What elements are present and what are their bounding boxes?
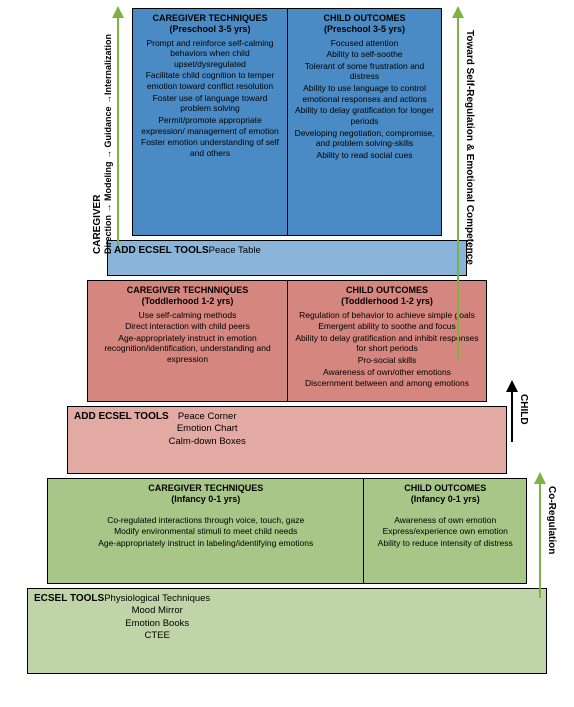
- t3-left-items: Use self-calming methodsDirect interacti…: [94, 310, 281, 365]
- toddler-caregiver: CAREGIVER TECHNNIQUES (Toddlerhood 1-2 y…: [88, 281, 287, 401]
- item: CTEE: [104, 630, 210, 642]
- right-coreg-label: Co-Regulation: [546, 486, 557, 554]
- item: Direct interaction with child peers: [94, 321, 281, 332]
- t1-right-sub: (Preschool 3-5 yrs): [294, 24, 435, 35]
- item: Modify environmental stimuli to meet chi…: [54, 526, 357, 537]
- infancy-child: CHILD OUTCOMES (Infancy 0-1 yrs) Awarene…: [363, 479, 526, 583]
- item: Ability to read social cues: [294, 150, 435, 161]
- t3-right-sub: (Toddlerhood 1-2 yrs): [294, 296, 480, 307]
- right-top-label: Toward Self-Regulation & Emotional Compe…: [464, 30, 475, 350]
- preschool-caregiver: CAREGIVER TECHNIQUES (Preschool 3-5 yrs)…: [133, 9, 287, 235]
- tier-infancy: CAREGIVER TECHNIQUES (Infancy 0-1 yrs) C…: [47, 478, 527, 584]
- tier-ecsel-tools: ECSEL TOOLS Physiological TechniquesMood…: [27, 588, 547, 674]
- item: Physiological Techniques: [104, 593, 210, 605]
- tier-preschool: CAREGIVER TECHNIQUES (Preschool 3-5 yrs)…: [132, 8, 442, 236]
- t4-items: Peace CornerEmotion ChartCalm-down Boxes: [169, 411, 246, 469]
- t1-right-items: Focused attentionAbility to self-sootheT…: [294, 38, 435, 161]
- item: Focused attention: [294, 38, 435, 49]
- item: Ability to delay gratification and inhib…: [294, 333, 480, 354]
- t5-left-items: Co-regulated interactions through voice,…: [54, 515, 357, 549]
- tier-tools-toddler: ADD ECSEL TOOLS Peace CornerEmotion Char…: [67, 406, 507, 474]
- preschool-child: CHILD OUTCOMES (Preschool 3-5 yrs) Focus…: [287, 9, 441, 235]
- item: Discernment between and among emotions: [294, 378, 480, 389]
- t4-hdr: ADD ECSEL TOOLS: [74, 411, 169, 469]
- t6-hdr: ECSEL TOOLS: [34, 593, 104, 669]
- item: Emergent ability to soothe and focus: [294, 321, 480, 332]
- item: Ability to delay gratification for longe…: [294, 105, 435, 126]
- item: Ability to use language to control emoti…: [294, 83, 435, 104]
- item: Ability to reduce intensity of distress: [370, 538, 520, 549]
- item: Age-appropriately instruct in emotion re…: [94, 333, 281, 365]
- item: Prompt and reinforce self-calming behavi…: [139, 38, 281, 70]
- item: Calm-down Boxes: [169, 436, 246, 448]
- t1-left-hdr: CAREGIVER TECHNIQUES: [139, 13, 281, 24]
- t3-right-items: Regulation of behavior to achieve simple…: [294, 310, 480, 389]
- right-child-label: CHILD: [518, 394, 529, 425]
- t5-right-hdr: CHILD OUTCOMES: [370, 483, 520, 494]
- tier-toddler: CAREGIVER TECHNNIQUES (Toddlerhood 1-2 y…: [87, 280, 487, 402]
- item: Awareness of own/other emotions: [294, 367, 480, 378]
- item: Tolerant of some frustration and distres…: [294, 61, 435, 82]
- item: Regulation of behavior to achieve simple…: [294, 310, 480, 321]
- toddler-child: CHILD OUTCOMES (Toddlerhood 1-2 yrs) Reg…: [287, 281, 486, 401]
- t1-left-sub: (Preschool 3-5 yrs): [139, 24, 281, 35]
- item: Use self-calming methods: [94, 310, 281, 321]
- item: Mood Mirror: [104, 605, 210, 617]
- item: Developing negotiation, compromise, and …: [294, 128, 435, 149]
- t5-left-sub: (Infancy 0-1 yrs): [54, 494, 357, 505]
- item: Express/experience own emotion: [370, 526, 520, 537]
- item: Foster use of language toward problem so…: [139, 93, 281, 114]
- t5-right-sub: (Infancy 0-1 yrs): [370, 494, 520, 505]
- t6-items: Physiological TechniquesMood MirrorEmoti…: [104, 593, 210, 669]
- t1-right-hdr: CHILD OUTCOMES: [294, 13, 435, 24]
- t1-left-items: Prompt and reinforce self-calming behavi…: [139, 38, 281, 159]
- item: Facilitate child cognition to temper emo…: [139, 70, 281, 91]
- item: Ability to self-soothe: [294, 49, 435, 60]
- item: Co-regulated interactions through voice,…: [54, 515, 357, 526]
- tier-tools-preschool: ADD ECSEL TOOLS Peace Table: [107, 240, 467, 276]
- t3-left-hdr: CAREGIVER TECHNNIQUES: [94, 285, 281, 296]
- item: Emotion Books: [104, 618, 210, 630]
- item: Age-appropriately instruct in labeling/i…: [54, 538, 357, 549]
- t5-right-items: Awareness of own emotionExpress/experien…: [370, 515, 520, 549]
- t5-left-hdr: CAREGIVER TECHNIQUES: [54, 483, 357, 494]
- t2-items: Peace Table: [209, 245, 261, 271]
- item: Pro-social skills: [294, 355, 480, 366]
- item: Peace Corner: [169, 411, 246, 423]
- item: Emotion Chart: [169, 423, 246, 435]
- t3-left-sub: (Toddlerhood 1-2 yrs): [94, 296, 281, 307]
- infancy-caregiver: CAREGIVER TECHNIQUES (Infancy 0-1 yrs) C…: [48, 479, 363, 583]
- item: Peace Table: [209, 245, 261, 257]
- item: Awareness of own emotion: [370, 515, 520, 526]
- t3-right-hdr: CHILD OUTCOMES: [294, 285, 480, 296]
- t2-hdr: ADD ECSEL TOOLS: [114, 245, 209, 271]
- item: Foster emotion understanding of self and…: [139, 137, 281, 158]
- left-caregiver-label: CAREGIVERDirection → Modeling → Guidance…: [92, 14, 113, 254]
- item: Permit/promote appropriate expression/ m…: [139, 115, 281, 136]
